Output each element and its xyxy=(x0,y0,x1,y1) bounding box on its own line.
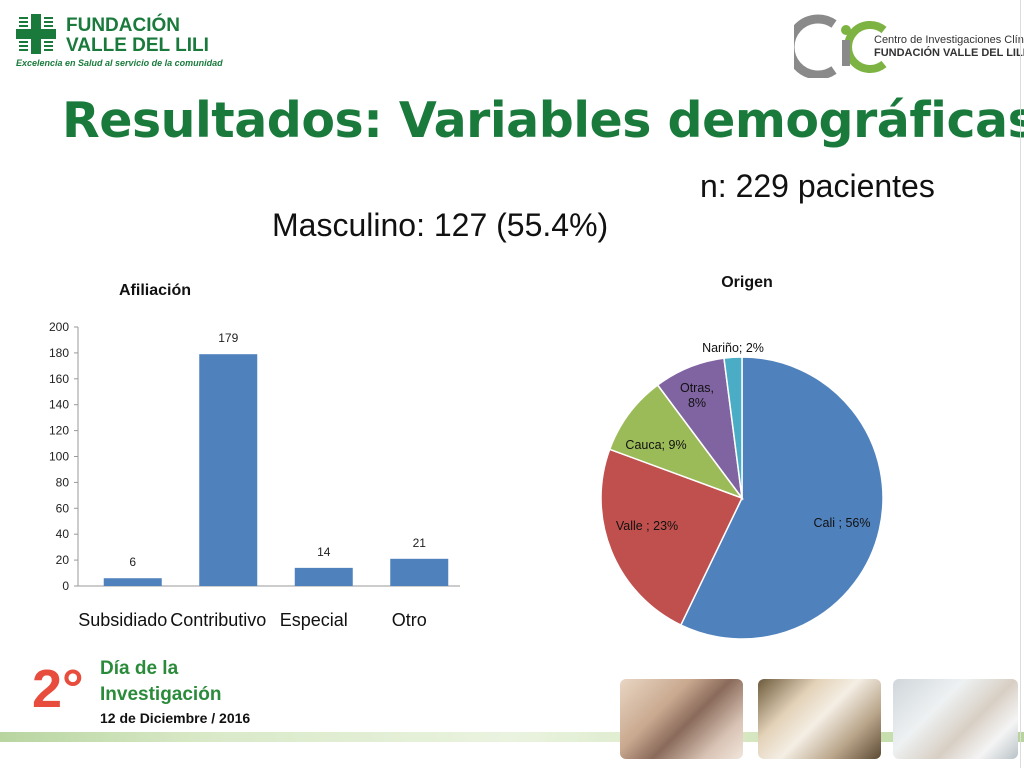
cic-logo-icon xyxy=(794,14,887,78)
footer-photo-doctor xyxy=(893,679,1018,759)
bar-data-label: 14 xyxy=(317,545,331,559)
pie-slice-label-line: Otras, xyxy=(680,381,714,395)
pie-labels: Cali ; 56% Valle ; 23% Cauca; 9% Otras, 8% Na… xyxy=(616,341,871,533)
pie-slice-label: Valle ; 23% xyxy=(616,519,678,533)
footer-line2: Investigación xyxy=(100,684,222,705)
bar-category-label: Otro xyxy=(392,610,427,630)
logo-right-line1: Centro de Investigaciones Clínicas xyxy=(874,34,1024,46)
bar xyxy=(103,578,162,586)
pie-slice xyxy=(723,356,743,499)
bar-y-tick-label: 40 xyxy=(56,527,70,541)
bar-category-label: Subsidiado xyxy=(78,610,167,630)
bar-data-label: 6 xyxy=(129,555,136,569)
cross-logo-icon xyxy=(16,14,56,54)
pie-slice-label: Nariño; 2% xyxy=(702,341,764,355)
footer-stripe xyxy=(0,732,1024,742)
afiliacion-bar-chart: Afiliación 0 20 40 60 80 100 120 140 160 180 200 6… xyxy=(49,282,460,630)
logo-left-line2: VALLE DEL LILI xyxy=(66,35,209,56)
pie-slice xyxy=(600,448,744,627)
pie-slice-label: Cauca; 9% xyxy=(625,438,686,452)
footer-number: 2° xyxy=(32,659,84,719)
footer-photo-radiotherapy xyxy=(620,679,743,759)
bar-data-label: 179 xyxy=(218,331,238,345)
bar-y-tick-label: 100 xyxy=(49,450,69,464)
pie-slice-label-line: 8% xyxy=(688,396,706,410)
bar-x-labels: Subsidiado Contributivo Especial Otro xyxy=(78,610,427,630)
footer-photo-lab xyxy=(758,679,881,759)
bar-y-tick-label: 60 xyxy=(56,501,70,515)
pie-slices xyxy=(600,356,884,640)
logo-right: Centro de Investigaciones Clínicas FUNDA… xyxy=(794,14,1024,78)
logo-right-line2: FUNDACIÓN VALLE DEL LILI xyxy=(874,47,1024,59)
pie-slice xyxy=(608,383,745,500)
bar-y-tick-label: 0 xyxy=(62,579,69,593)
pie-slice-label: Otras, 8% xyxy=(680,381,714,410)
bar xyxy=(294,567,353,586)
footer-line1: Día de la xyxy=(100,658,179,679)
slide-title: Resultados: Variables demográficas xyxy=(62,92,1024,149)
bar-marks: 6 179 14 21 xyxy=(103,331,449,586)
bar-y-tick-label: 20 xyxy=(56,553,70,567)
bar-category-label: Especial xyxy=(280,610,348,630)
pie-slice-label: Cali ; 56% xyxy=(814,516,871,530)
bar-y-tick-label: 180 xyxy=(49,346,69,360)
sample-size-text: n: 229 pacientes xyxy=(700,168,935,204)
footer-date: 12 de Diciembre / 2016 xyxy=(100,710,251,726)
bar xyxy=(390,558,449,586)
bar-category-label: Contributivo xyxy=(170,610,266,630)
bar-y-tick-label: 80 xyxy=(56,475,70,489)
bar-chart-title: Afiliación xyxy=(119,282,191,299)
bar-y-tick-label: 200 xyxy=(49,320,69,334)
masculino-text: Masculino: 127 (55.4%) xyxy=(272,207,609,243)
bar-y-tick-label: 160 xyxy=(49,372,69,386)
bar xyxy=(199,354,258,586)
bar-data-label: 21 xyxy=(413,536,427,550)
bar-y-tick-label: 120 xyxy=(49,424,69,438)
pie-chart-title: Origen xyxy=(721,274,773,291)
bar-y-tick-label: 140 xyxy=(49,398,69,412)
logo-left-line1: FUNDACIÓN xyxy=(66,15,180,36)
logo-left-tagline: Excelencia en Salud al servicio de la co… xyxy=(16,58,223,68)
origen-pie-chart: Origen Cali ; 56% Valle ; 23% Cauca; 9% Otr… xyxy=(600,274,884,640)
pie-slice xyxy=(679,356,884,640)
